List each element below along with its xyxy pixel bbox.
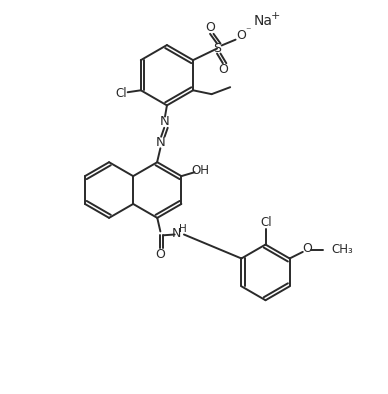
Text: OH: OH	[192, 164, 210, 177]
Text: Na: Na	[254, 14, 273, 28]
Text: O: O	[302, 242, 312, 255]
Text: N: N	[171, 227, 181, 240]
Text: Cl: Cl	[115, 87, 126, 100]
Text: O: O	[156, 248, 165, 261]
Text: O: O	[219, 63, 229, 76]
Text: +: +	[271, 11, 281, 21]
Text: S: S	[213, 42, 221, 55]
Text: ⁻: ⁻	[245, 26, 251, 36]
Text: O: O	[205, 21, 215, 34]
Text: O: O	[236, 29, 246, 42]
Text: CH₃: CH₃	[332, 243, 353, 256]
Text: H: H	[179, 225, 187, 234]
Text: N: N	[160, 115, 170, 128]
Text: Cl: Cl	[260, 216, 272, 229]
Text: N: N	[156, 136, 165, 149]
